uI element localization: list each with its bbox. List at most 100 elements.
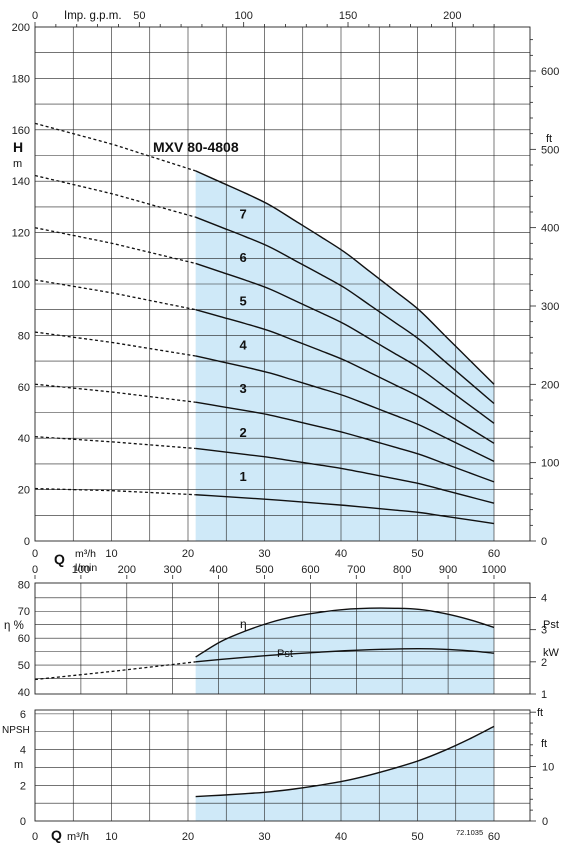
operating-range-fill <box>195 170 494 542</box>
curve-label: 2 <box>239 425 246 440</box>
npsh-range-fill <box>195 726 494 821</box>
eta-curve-label: η <box>240 617 247 631</box>
m3h-tick-label: 30 <box>258 548 270 560</box>
kw-tick-label: 3 <box>541 625 547 637</box>
npsh-range-area <box>195 726 494 821</box>
head-curve-5 <box>195 309 495 444</box>
head-curve-extrapolated <box>34 383 196 403</box>
npsh-tick-label: 6 <box>20 709 26 721</box>
npsh-ft-tick-label: 10 <box>542 762 554 774</box>
efficiency-axis-label: η % <box>4 620 24 632</box>
pst-curve <box>195 648 495 663</box>
gpm-tick-label: 150 <box>339 10 357 22</box>
h-tick-label: 120 <box>12 228 30 240</box>
curve-label: 6 <box>239 250 246 265</box>
head-panel: 0204060801001201401601802000100200300400… <box>12 10 559 579</box>
curve-label: 1 <box>239 469 246 484</box>
lmin-tick-label: 400 <box>209 564 227 576</box>
head-curve-4 <box>195 355 495 462</box>
eff-tick-label: 50 <box>18 660 30 672</box>
power-axis-unit: kW <box>543 647 560 659</box>
head-curve-extrapolated <box>34 487 196 496</box>
lmin-tick-label: 100 <box>72 564 90 576</box>
ft-tick-label: 200 <box>541 379 559 391</box>
ft-tick-label: 500 <box>541 144 559 156</box>
h-tick-label: 160 <box>12 125 30 137</box>
curve-label: 5 <box>239 294 246 309</box>
lmin-tick-label: 800 <box>393 564 411 576</box>
h-tick-label: 100 <box>12 279 30 291</box>
head-curve-extrapolated <box>34 279 196 311</box>
curve-label: 3 <box>239 381 246 396</box>
npsh-axis-unit: m <box>14 759 23 771</box>
curve-label: 7 <box>239 206 246 221</box>
m3h-tick-label: 20 <box>182 548 194 560</box>
eta-curve <box>195 607 495 658</box>
h-tick-label: 60 <box>18 382 30 394</box>
eff-tick-label: 40 <box>18 687 30 699</box>
npsh-plot-frame <box>34 709 531 822</box>
h-tick-label: 80 <box>18 330 30 342</box>
head-curve-6 <box>195 262 495 424</box>
m3h-tick-label: 40 <box>335 548 347 560</box>
ft-tick-label: 400 <box>541 223 559 235</box>
h-axis-label: H <box>13 139 23 155</box>
npsh-x-tick-label: 40 <box>335 831 347 843</box>
h-tick-label: 180 <box>12 73 30 85</box>
gpm-tick-label: 200 <box>443 10 461 22</box>
m3h-tick-label: 50 <box>411 548 423 560</box>
npsh-ft-tick-label: 0 <box>542 816 548 828</box>
top-axis-label: Imp. g.p.m. <box>64 10 122 22</box>
npsh-tick-label: 2 <box>20 780 26 792</box>
kw-tick-label: 2 <box>541 657 547 669</box>
eff-tick-label: 80 <box>18 579 30 591</box>
npsh-x-tick-label: 20 <box>182 831 194 843</box>
q-axis-label: Q <box>54 551 65 567</box>
lmin-tick-label: 900 <box>439 564 457 576</box>
head-curve-2 <box>195 447 495 504</box>
ft-tick-label: 0 <box>541 536 547 548</box>
h-tick-label: 140 <box>12 176 30 188</box>
head-curve-1 <box>195 494 495 525</box>
lmin-tick-label: 0 <box>32 564 38 576</box>
npsh-ft-unit-top: ft <box>537 707 543 719</box>
head-curve-limit <box>195 170 495 385</box>
npsh-x-tick-label: 0 <box>32 831 38 843</box>
q-unit-m3h: m³/h <box>75 548 96 560</box>
lmin-tick-label: 500 <box>255 564 273 576</box>
h-tick-label: 20 <box>18 485 30 497</box>
eff-tick-label: 70 <box>18 606 30 618</box>
q-unit-lmin: l/min <box>75 562 97 574</box>
gpm-tick-label: 50 <box>133 10 145 22</box>
npsh-x-tick-label: 50 <box>411 831 423 843</box>
lmin-tick-label: 200 <box>118 564 136 576</box>
h-tick-label: 200 <box>12 22 30 34</box>
gpm-tick-label: 100 <box>234 10 252 22</box>
lmin-tick-label: 700 <box>347 564 365 576</box>
head-curve-extrapolated <box>34 174 196 218</box>
h-tick-label: 40 <box>18 433 30 445</box>
operating-range-area <box>195 170 494 542</box>
npsh-ft-unit: ft <box>541 738 547 750</box>
eff-tick-label: 60 <box>18 633 30 645</box>
efficiency-panel: 40 50 60 70 80 1 2 3 4 η % Pst kW η Pst <box>4 579 560 701</box>
head-curve-extrapolated <box>34 122 196 172</box>
npsh-q-axis-label: Q <box>51 827 62 843</box>
lmin-tick-label: 1000 <box>482 564 506 576</box>
ft-tick-label: 300 <box>541 301 559 313</box>
npsh-q-unit: m³/h <box>67 831 89 843</box>
npsh-axis-label: NPSH <box>2 725 30 736</box>
pst-curve-extrapolated <box>34 661 196 681</box>
m3h-tick-label: 10 <box>105 548 117 560</box>
head-curve-7 <box>195 216 495 405</box>
efficiency-curves <box>34 607 495 681</box>
figure-code: 72.1035 <box>456 828 483 837</box>
lmin-tick-label: 600 <box>301 564 319 576</box>
gpm-tick-label: 0 <box>32 10 38 22</box>
ft-axis-unit: ft <box>546 133 552 145</box>
curve-label: 4 <box>239 337 247 352</box>
efficiency-grid <box>35 583 530 694</box>
